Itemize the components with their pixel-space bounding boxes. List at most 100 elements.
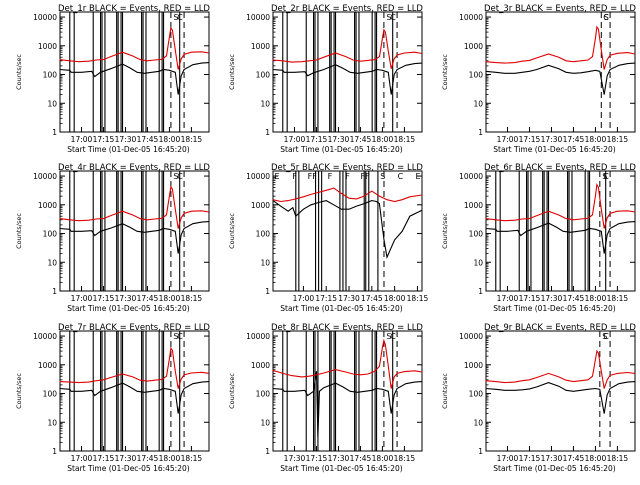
flag-label: C: [603, 13, 609, 22]
x-tick-label: 17:15: [315, 294, 337, 303]
x-tick-label: 17:45: [137, 294, 159, 303]
x-tick-label: 17:30: [115, 294, 137, 303]
x-tick-label: 17:15: [519, 454, 541, 463]
plot-frame: [485, 330, 636, 452]
x-tick-label: 18:00: [384, 294, 406, 303]
y-tick-label: 1: [265, 287, 270, 296]
y-tick-label: 10000: [33, 332, 57, 341]
flag-label: F: [292, 172, 297, 181]
plot-frame: [272, 170, 423, 292]
chart-title: Det_9r BLACK = Events, RED = LLD: [484, 323, 636, 333]
x-tick-label: 17:00: [284, 135, 306, 144]
y-axis-label: Counts/sec: [15, 54, 23, 90]
x-tick-label: 17:00: [293, 294, 315, 303]
series-events-line: [59, 62, 210, 95]
y-tick-label: 1000: [464, 201, 483, 210]
x-tick-label: 17:00: [497, 135, 519, 144]
y-tick-label: 100: [256, 71, 271, 80]
flag-label: FF: [361, 172, 371, 181]
chart-title: Det_5r BLACK = Events, RED = LLD: [271, 163, 423, 173]
plot-frame: [59, 330, 210, 452]
x-tick-label: 17:00: [71, 294, 93, 303]
flag-label: E: [274, 172, 279, 181]
series-lld-line: [485, 349, 636, 389]
x-tick-label: 18:15: [607, 135, 629, 144]
plot-frame: [272, 11, 423, 133]
x-tick-label: 17:45: [137, 454, 159, 463]
chart-title: Det_6r BLACK = Events, RED = LLD: [484, 163, 636, 173]
y-axis-label: Counts/sec: [228, 54, 236, 90]
chart-panel: Det_6r BLACK = Events, RED = LLD 1 10 100 10…: [441, 163, 636, 313]
x-axis-label: Start Time (01-Dec-05 16:45:20): [280, 145, 402, 154]
x-tick-label: 17:15: [93, 454, 115, 463]
series-events-line: [272, 200, 423, 260]
y-axis-label: Counts/sec: [228, 373, 236, 409]
y-tick-label: 1: [265, 447, 270, 456]
chart-panel: Det_9r BLACK = Events, RED = LLD 1 10 100 10…: [441, 323, 636, 473]
y-tick-label: 1000: [251, 201, 270, 210]
y-tick-label: 1000: [38, 42, 57, 51]
x-tick-label: 18:00: [159, 135, 181, 144]
y-axis-label: Counts/sec: [15, 373, 23, 409]
y-tick-label: 1: [52, 287, 57, 296]
x-tick-label: 17:00: [71, 135, 93, 144]
x-tick-label: 18:00: [159, 294, 181, 303]
x-axis-label: Start Time (01-Dec-05 16:45:20): [67, 464, 189, 473]
flag-label: S: [602, 172, 607, 181]
x-tick-label: 17:30: [328, 454, 350, 463]
x-tick-label: 18:15: [607, 294, 629, 303]
y-axis-label: Counts/sec: [15, 213, 23, 249]
x-tick-label: 17:00: [497, 454, 519, 463]
y-tick-label: 1000: [464, 42, 483, 51]
flag-label: C: [177, 13, 183, 22]
flag-label: S: [173, 332, 178, 341]
y-axis-label: Counts/sec: [441, 54, 449, 90]
x-tick-label: 17:45: [361, 294, 383, 303]
x-axis-label: Start Time (01-Dec-05 16:45:20): [280, 464, 402, 473]
x-tick-label: 17:45: [563, 135, 585, 144]
plot-frame: [485, 170, 636, 292]
y-tick-label: 1: [52, 128, 57, 137]
series-lld-line: [59, 185, 210, 229]
x-tick-label: 17:15: [306, 454, 328, 463]
y-tick-label: 10000: [459, 172, 483, 181]
x-tick-label: 17:30: [115, 135, 137, 144]
x-tick-label: 17:45: [350, 454, 372, 463]
flag-label: C: [177, 332, 183, 341]
flag-label: F: [328, 172, 333, 181]
y-tick-label: 10: [260, 99, 270, 108]
x-tick-label: 17:15: [93, 294, 115, 303]
y-tick-label: 100: [256, 390, 271, 399]
x-tick-label: 17:45: [563, 294, 585, 303]
y-tick-label: 100: [469, 390, 484, 399]
y-tick-label: 10000: [33, 13, 57, 22]
chart-title: Det_2r BLACK = Events, RED = LLD: [271, 4, 423, 14]
y-tick-label: 10: [47, 258, 57, 267]
flag-label: S: [386, 332, 391, 341]
x-tick-label: 18:00: [372, 454, 394, 463]
x-tick-label: 17:30: [541, 454, 563, 463]
y-axis-label: Counts/sec: [441, 213, 449, 249]
y-tick-label: 1000: [464, 361, 483, 370]
flag-label: C: [398, 172, 404, 181]
y-tick-label: 100: [43, 230, 58, 239]
series-lld-line: [59, 346, 210, 389]
flag-label: C: [177, 172, 183, 181]
x-tick-label: 17:45: [350, 135, 372, 144]
y-axis-label: Counts/sec: [228, 213, 236, 249]
x-tick-label: 17:45: [563, 454, 585, 463]
x-axis-label: Start Time (01-Dec-05 16:45:20): [493, 145, 615, 154]
x-tick-label: 18:00: [585, 294, 607, 303]
x-tick-label: 18:15: [394, 135, 416, 144]
y-tick-label: 100: [43, 390, 58, 399]
chart-panel: Det_1r BLACK = Events, RED = LLD 1 10 100 10…: [15, 4, 210, 154]
x-tick-label: 18:00: [585, 454, 607, 463]
series-events-line: [485, 221, 636, 254]
x-tick-label: 18:15: [407, 294, 429, 303]
chart-panel: Det_3r BLACK = Events, RED = LLD 1 10 100 10…: [441, 4, 636, 154]
y-tick-label: 100: [469, 71, 484, 80]
y-axis-label: Counts/sec: [441, 373, 449, 409]
y-tick-label: 10: [47, 99, 57, 108]
flag-label: C: [603, 332, 609, 341]
